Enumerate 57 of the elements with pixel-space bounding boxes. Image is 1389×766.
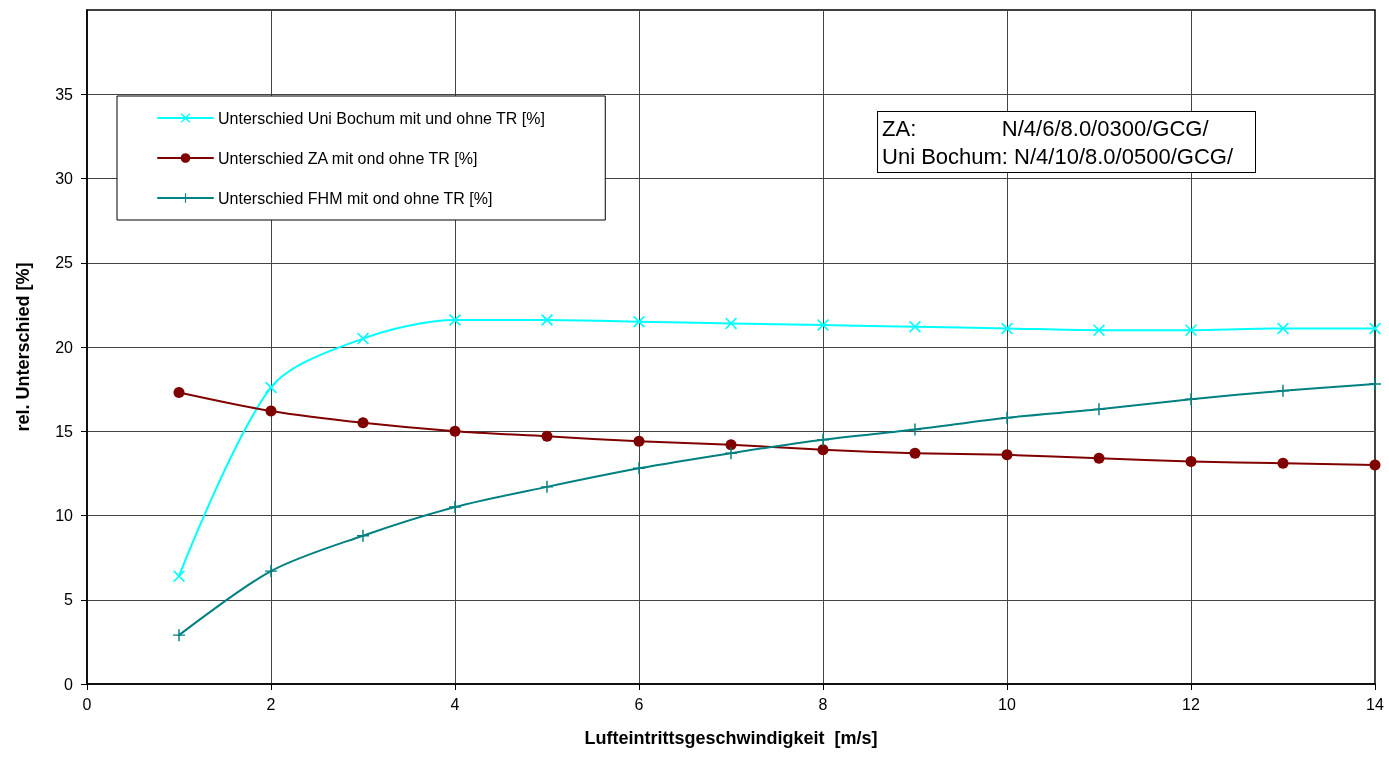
point bbox=[541, 480, 553, 493]
y-tick-label: 20 bbox=[55, 338, 74, 356]
point bbox=[1001, 411, 1013, 424]
point bbox=[1001, 449, 1013, 461]
point bbox=[265, 405, 277, 417]
point bbox=[173, 570, 185, 583]
point bbox=[357, 417, 369, 429]
y-tick-label: 15 bbox=[55, 422, 74, 440]
y-tick-label: 0 bbox=[64, 675, 74, 693]
point bbox=[1185, 324, 1197, 337]
point bbox=[1369, 378, 1381, 391]
point bbox=[449, 425, 461, 437]
y-tick-label: 35 bbox=[55, 85, 74, 103]
y-axis-title: rel. Unterschied [%] bbox=[13, 262, 33, 432]
point bbox=[725, 447, 737, 460]
x-tick-label: 6 bbox=[634, 695, 644, 713]
x-tick-label: 12 bbox=[1182, 695, 1200, 713]
point bbox=[725, 439, 737, 451]
annotation: Uni Bochum: N/4/10/8.0/0500/GCG/ bbox=[882, 143, 1234, 169]
point bbox=[449, 501, 461, 514]
point bbox=[541, 314, 553, 327]
point bbox=[633, 462, 645, 475]
point bbox=[817, 319, 829, 332]
point bbox=[541, 430, 553, 442]
point bbox=[1093, 452, 1105, 464]
y-tick-label: 30 bbox=[55, 170, 74, 187]
point bbox=[449, 314, 461, 327]
point bbox=[1185, 393, 1197, 406]
x-tick-label: 2 bbox=[266, 695, 276, 713]
point bbox=[909, 447, 921, 459]
point bbox=[1277, 384, 1289, 397]
legend-label: Unterschied FHM mit ond ohne TR [%] bbox=[218, 189, 493, 207]
x-tick-label: 4 bbox=[450, 695, 460, 713]
point bbox=[173, 387, 185, 398]
point bbox=[1185, 456, 1197, 468]
point bbox=[1093, 403, 1105, 416]
y-tick-label: 25 bbox=[55, 254, 74, 272]
y-tick-label: 5 bbox=[64, 591, 74, 609]
y-tick-label: 10 bbox=[55, 507, 74, 524]
legend-label: Unterschied Uni Bochum mit und ohne TR [%] bbox=[218, 109, 545, 127]
point bbox=[357, 529, 369, 542]
point bbox=[1093, 324, 1105, 337]
x-tick-label: 0 bbox=[82, 695, 92, 713]
point bbox=[1277, 457, 1289, 469]
point bbox=[173, 629, 185, 642]
legend-label: Unterschied ZA mit ond ohne TR [%] bbox=[218, 149, 478, 167]
x-tick-label: 8 bbox=[818, 695, 828, 713]
x-axis-title: Lufteintrittsgeschwindigkeit [m/s] bbox=[584, 728, 878, 748]
point bbox=[817, 444, 829, 456]
x-tick-label: 10 bbox=[998, 695, 1016, 713]
point bbox=[633, 435, 645, 447]
point bbox=[1369, 459, 1381, 471]
point bbox=[265, 565, 277, 578]
annotation: ZA: N/4/6/8.0/0300/GCG/ bbox=[882, 115, 1210, 141]
x-tick-label: 14 bbox=[1366, 695, 1384, 713]
point bbox=[909, 423, 921, 436]
point bbox=[817, 433, 829, 446]
